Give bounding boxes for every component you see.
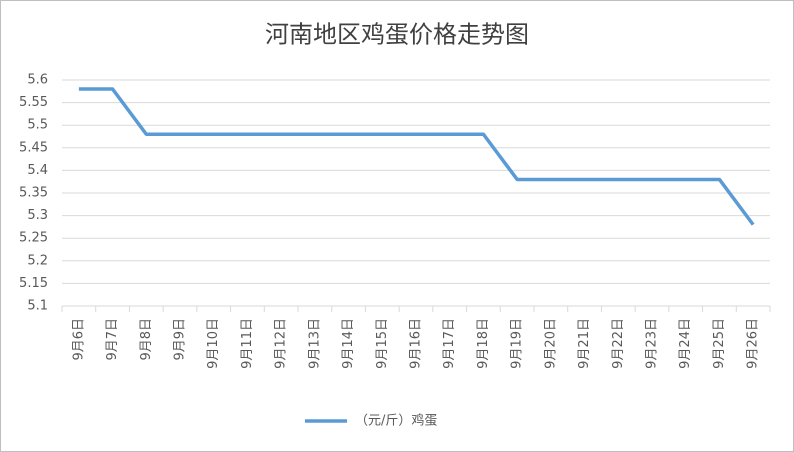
data-line [78,87,755,226]
x-tick-label: 9月23日 [645,318,660,369]
y-tick-label: 5.6 [27,73,48,88]
y-tick-label: 5.5 [27,118,48,133]
y-tick-label: 5.4 [27,163,48,178]
x-tick-label: 9月8日 [139,318,154,361]
y-tick-label: 5.2 [27,253,48,268]
x-tick-label: 9月6日 [71,318,86,361]
x-tick-label: 9月24日 [678,318,693,369]
chart-title: 河南地区鸡蛋价格走势图 [265,21,529,49]
y-tick-label: 5.35 [19,186,48,201]
x-tick-label: 9月12日 [274,318,289,369]
x-tick-label: 9月22日 [611,318,626,369]
x-tick-label: 9月16日 [409,318,424,369]
x-tick-label: 9月14日 [341,318,356,369]
y-tick-label: 5.25 [19,231,48,246]
x-tick-label: 9月7日 [105,318,120,361]
x-tick-label: 9月15日 [375,318,390,369]
x-tick-label: 9月11日 [240,318,255,369]
x-tick-label: 9月21日 [577,318,592,369]
x-tick-label: 9月25日 [712,318,727,369]
legend-label: （元/斤）鸡蛋 [355,413,437,429]
x-tick-label: 9月20日 [543,318,558,369]
x-tick-label: 9月17日 [442,318,457,369]
y-tick-label: 5.15 [19,276,48,291]
y-tick-label: 5.55 [19,95,48,110]
x-tick-label: 9月26日 [746,318,761,369]
y-tick-label: 5.1 [27,299,48,314]
x-tick-label: 9月9日 [173,318,188,361]
x-tick-label: 9月13日 [307,318,322,369]
x-tick-label: 9月10日 [206,318,221,369]
x-tick-label: 9月19日 [510,318,525,369]
y-tick-label: 5.45 [19,140,48,155]
x-tick-label: 9月18日 [476,318,491,369]
y-tick-label: 5.3 [27,208,48,223]
